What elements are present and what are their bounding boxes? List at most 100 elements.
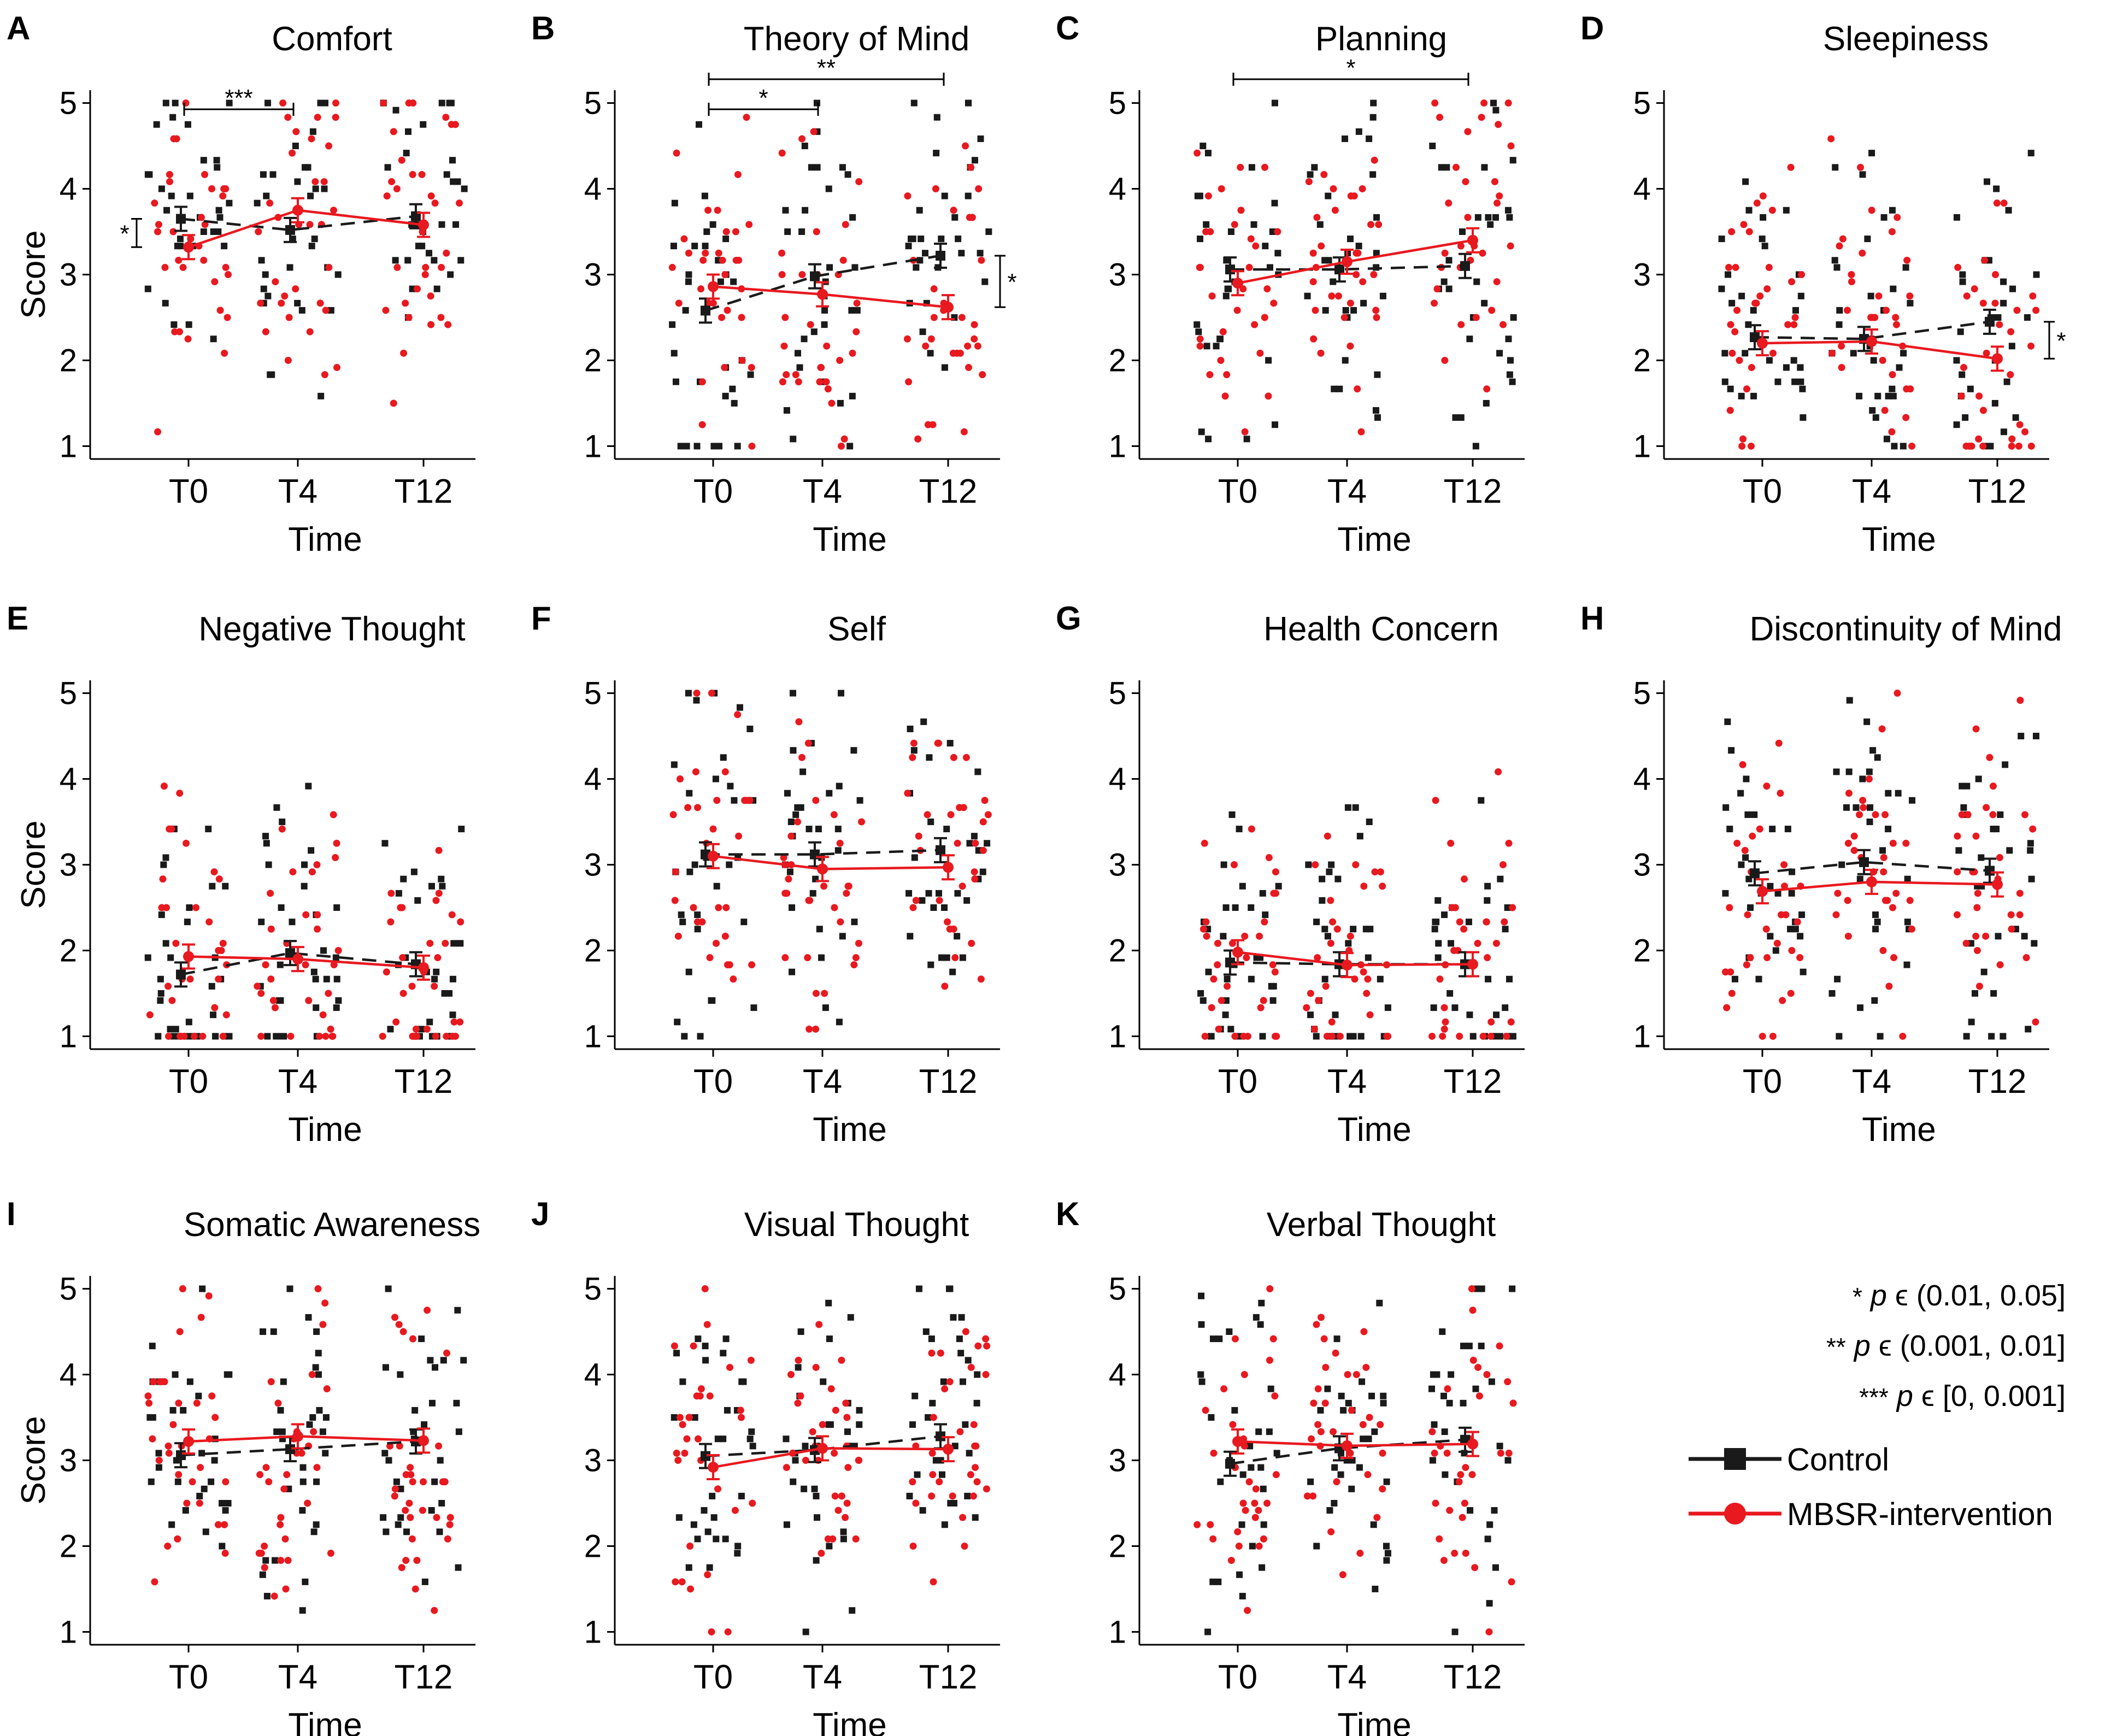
control-point — [162, 299, 169, 307]
control-point — [458, 826, 465, 833]
mbsr-point — [1763, 954, 1771, 962]
mbsr-point — [1850, 832, 1858, 840]
mbsr-point — [1991, 299, 1999, 307]
mbsr-point — [1756, 825, 1763, 833]
mbsr-point — [1769, 349, 1777, 357]
control-point — [286, 1285, 293, 1292]
control-point — [928, 1335, 935, 1343]
mbsr-point — [815, 1321, 823, 1328]
mbsr-point — [904, 790, 912, 797]
control-point — [1718, 236, 1725, 243]
mbsr-point — [1736, 356, 1743, 364]
control-point — [1903, 961, 1910, 968]
mbsr-point — [820, 882, 828, 890]
control-point — [421, 1421, 428, 1428]
mbsr-point — [200, 256, 208, 264]
control-point — [310, 1528, 317, 1535]
mbsr-point — [807, 321, 814, 328]
group-diff-star: * — [120, 220, 129, 247]
control-point — [710, 443, 718, 450]
mbsr-point — [930, 1578, 937, 1586]
control-point — [816, 926, 823, 933]
x-tick-label: T0 — [1218, 1063, 1257, 1101]
control-point — [1797, 364, 1804, 371]
control-point — [1469, 1033, 1477, 1040]
mbsr-mean-marker — [943, 1444, 954, 1455]
control-point — [671, 199, 678, 207]
control-point — [1959, 278, 1966, 285]
control-point — [727, 782, 734, 790]
control-point — [1486, 1600, 1493, 1607]
control-point — [1326, 1507, 1333, 1514]
control-point — [834, 826, 842, 833]
mbsr-point — [1305, 178, 1313, 185]
mbsr-point — [1484, 954, 1491, 962]
x-axis-title: Time — [813, 521, 886, 558]
mbsr-point — [1778, 911, 1785, 919]
mbsr-point — [1379, 882, 1386, 890]
mbsr-point — [734, 711, 742, 719]
mbsr-point — [1996, 854, 2003, 861]
mbsr-point — [281, 1535, 289, 1543]
mbsr-point — [747, 1356, 755, 1364]
y-axis-title: Score — [15, 1416, 52, 1505]
mbsr-point — [1878, 725, 1886, 733]
control-point — [1885, 392, 1892, 399]
mbsr-point — [1505, 839, 1513, 847]
mbsr-point — [1894, 214, 1901, 221]
mbsr-point — [967, 1363, 975, 1371]
control-point — [1446, 990, 1454, 997]
control-point — [1890, 392, 1897, 399]
control-point — [149, 1343, 156, 1350]
control-point — [198, 1450, 205, 1457]
control-point — [911, 854, 918, 861]
control-point — [685, 1564, 692, 1571]
mbsr-point — [222, 263, 230, 271]
sig-bracket-stars: ** — [817, 55, 836, 81]
mbsr-point — [2015, 442, 2022, 450]
mbsr-point — [972, 1442, 980, 1450]
y-tick-label: 5 — [60, 676, 77, 711]
control-point — [380, 1514, 387, 1521]
mbsr-point — [970, 1421, 978, 1428]
legend-item-control: Control — [1689, 1437, 2104, 1481]
mbsr-point — [1791, 314, 1799, 321]
x-tick-label: T0 — [1743, 473, 1782, 510]
control-point — [941, 364, 948, 371]
mbsr-point — [1251, 321, 1259, 328]
control-mean-line — [1754, 861, 1990, 875]
control-point — [1904, 875, 1911, 882]
mbsr-point — [1775, 739, 1783, 747]
mbsr-point — [1773, 939, 1781, 947]
control-point — [1430, 1371, 1437, 1378]
mbsr-point — [1251, 1499, 1259, 1507]
mbsr-point — [1507, 142, 1515, 150]
mbsr-point — [690, 904, 697, 911]
control-point — [1481, 299, 1488, 307]
control-point — [1492, 1564, 1499, 1571]
mbsr-point — [313, 861, 321, 868]
mbsr-point — [1880, 868, 1887, 876]
control-point — [709, 221, 716, 228]
mbsr-point — [1272, 868, 1279, 876]
control-point — [1384, 1004, 1391, 1011]
control-point — [2027, 150, 2034, 157]
mbsr-point — [434, 954, 442, 962]
control-point — [926, 754, 933, 761]
mbsr-point — [1889, 904, 1896, 911]
control-point — [730, 278, 737, 285]
mbsr-point — [795, 718, 803, 726]
control-point — [1334, 875, 1342, 882]
control-point — [981, 278, 989, 285]
mbsr-point — [186, 975, 194, 983]
control-point — [1490, 99, 1497, 107]
control-point — [1509, 157, 1516, 164]
mbsr-point — [1487, 1018, 1495, 1026]
control-point — [397, 1371, 404, 1378]
y-tick-label: 2 — [1109, 1528, 1126, 1564]
control-point — [708, 997, 715, 1004]
y-tick-label: 4 — [60, 1357, 77, 1393]
control-point — [1342, 307, 1349, 314]
control-point — [1258, 1299, 1265, 1307]
control-point — [1345, 940, 1352, 947]
